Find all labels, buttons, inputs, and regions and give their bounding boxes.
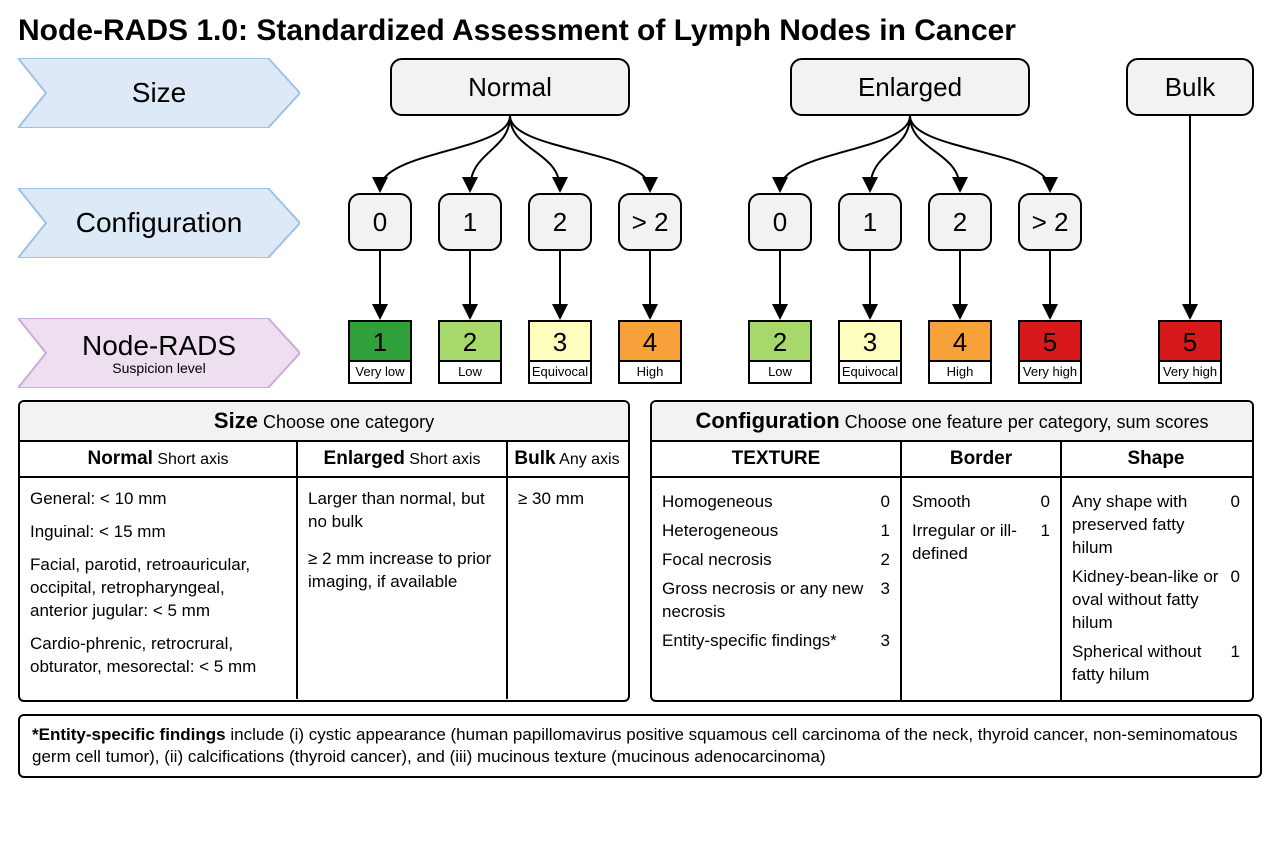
size-box-enlarged: Enlarged bbox=[790, 58, 1030, 116]
config-table: Configuration Choose one feature per cat… bbox=[650, 400, 1254, 702]
rads-box: 2Low bbox=[748, 320, 812, 384]
config-box: > 2 bbox=[618, 193, 682, 251]
rads-box: 1Very low bbox=[348, 320, 412, 384]
rads-box: 4High bbox=[618, 320, 682, 384]
size-box-bulk: Bulk bbox=[1126, 58, 1254, 116]
config-box: 0 bbox=[348, 193, 412, 251]
size-box-normal: Normal bbox=[390, 58, 630, 116]
row-label-config: Configuration bbox=[18, 188, 300, 258]
page-title: Node-RADS 1.0: Standardized Assessment o… bbox=[18, 14, 1262, 48]
row-label-rads: Node-RADS Suspicion level bbox=[18, 318, 300, 388]
footnote: *Entity-specific findings include (i) cy… bbox=[18, 714, 1262, 778]
config-box: 0 bbox=[748, 193, 812, 251]
config-box: 2 bbox=[928, 193, 992, 251]
config-box: 2 bbox=[528, 193, 592, 251]
rads-box: 3Equivocal bbox=[528, 320, 592, 384]
rads-box: 4High bbox=[928, 320, 992, 384]
config-box: > 2 bbox=[1018, 193, 1082, 251]
rads-box: 5Very high bbox=[1158, 320, 1222, 384]
row-label-size: Size bbox=[18, 58, 300, 128]
flowchart: Size Configuration Node-RADS Suspicion l… bbox=[18, 58, 1262, 388]
rads-box: 5Very high bbox=[1018, 320, 1082, 384]
config-box: 1 bbox=[438, 193, 502, 251]
size-table: Size Choose one category Normal Short ax… bbox=[18, 400, 630, 702]
rads-box: 2Low bbox=[438, 320, 502, 384]
rads-box: 3Equivocal bbox=[838, 320, 902, 384]
config-box: 1 bbox=[838, 193, 902, 251]
